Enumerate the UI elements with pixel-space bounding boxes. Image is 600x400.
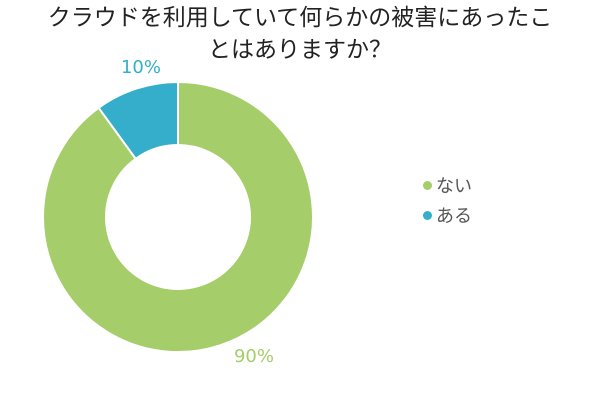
- donut-slice-aru: [97, 80, 179, 161]
- chart-title-line-1: クラウドを利用していて何らかの被害にあったこ: [47, 5, 553, 31]
- legend-item-aru: ある: [423, 200, 472, 230]
- chart-title-line-2: とはありますか？: [208, 37, 392, 63]
- legend-label-nai: ない: [436, 176, 472, 197]
- chart-title: クラウドを利用していて何らかの被害にあったこ とはありますか？: [0, 2, 600, 66]
- data-label-aru: 10%: [121, 57, 161, 78]
- legend-label-aru: ある: [436, 206, 472, 227]
- chart-legend: ない ある: [423, 170, 472, 230]
- data-label-nai: 90%: [234, 346, 274, 367]
- legend-swatch-nai: [423, 180, 432, 190]
- legend-item-nai: ない: [423, 170, 472, 200]
- legend-swatch-aru: [423, 210, 432, 220]
- donut-slice-nai: [42, 80, 314, 353]
